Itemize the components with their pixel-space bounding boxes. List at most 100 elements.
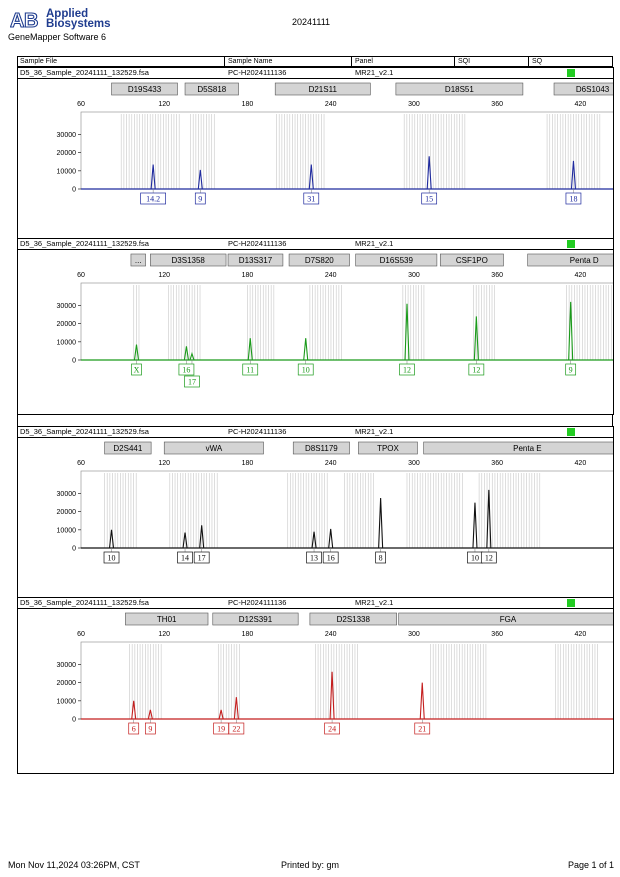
marker-bar bbox=[111, 82, 178, 96]
sample-name: PC-H2024111136 bbox=[228, 598, 287, 607]
sizing-quality-indicator bbox=[567, 428, 575, 436]
y-tick-label: 0 bbox=[72, 717, 76, 724]
peak-call-label: 6 bbox=[132, 725, 136, 734]
marker-bar bbox=[439, 253, 504, 267]
peak-call-label: 12 bbox=[472, 366, 480, 375]
peak-call-box bbox=[131, 363, 142, 376]
marker-bar bbox=[125, 612, 209, 626]
peak-call-label: X bbox=[134, 366, 140, 375]
col-sample-name: Sample Name bbox=[228, 58, 273, 65]
peak-call-label: 12 bbox=[485, 554, 493, 563]
x-tick-label: 240 bbox=[325, 631, 337, 638]
x-tick-label: 360 bbox=[491, 460, 503, 467]
marker-label: D3S1358 bbox=[172, 256, 206, 265]
x-tick-label: 300 bbox=[408, 460, 420, 467]
peak-call-box bbox=[194, 192, 206, 205]
printed-by: Printed by: gm bbox=[281, 860, 340, 870]
x-tick-label: 60 bbox=[77, 272, 85, 279]
column-header-row: Sample File Sample Name Panel SQI SQ bbox=[17, 56, 613, 67]
y-tick-label: 30000 bbox=[57, 491, 77, 498]
y-tick-label: 20000 bbox=[57, 680, 77, 687]
sample-file: D5_36_Sample_20241111_132529.fsa bbox=[20, 68, 149, 77]
sample-info-row: D5_36_Sample_20241111_132529.fsa PC-H2024… bbox=[18, 239, 613, 250]
marker-label: CSF1PO bbox=[456, 256, 488, 265]
marker-label: D19S433 bbox=[128, 85, 162, 94]
sample-name: PC-H2024111136 bbox=[228, 68, 287, 77]
svg-text:A: A bbox=[10, 10, 24, 31]
x-tick-label: 300 bbox=[408, 101, 420, 108]
marker-bar bbox=[309, 612, 397, 626]
peak-call-label: 18 bbox=[569, 195, 577, 204]
y-tick-label: 0 bbox=[72, 546, 76, 553]
peak-call-label: 24 bbox=[328, 725, 336, 734]
peak-call-box bbox=[184, 375, 200, 388]
sizing-quality-indicator bbox=[567, 69, 575, 77]
peak-call-box bbox=[468, 363, 485, 376]
peak-call-box bbox=[193, 551, 210, 564]
peak-call-label: 13 bbox=[310, 554, 318, 563]
sample-file: D5_36_Sample_20241111_132529.fsa bbox=[20, 598, 149, 607]
peak-call-label: 15 bbox=[425, 195, 433, 204]
ab-logo-icon: A B bbox=[10, 9, 39, 31]
x-tick-label: 300 bbox=[408, 272, 420, 279]
x-tick-label: 120 bbox=[158, 101, 170, 108]
x-tick-label: 60 bbox=[77, 460, 85, 467]
software-name: GeneMapper Software 6 bbox=[8, 32, 107, 42]
marker-label: D7S820 bbox=[305, 256, 334, 265]
sample-info-row: D5_36_Sample_20241111_132529.fsa PC-H2024… bbox=[18, 68, 613, 79]
peak-call-label: 31 bbox=[307, 195, 315, 204]
electropherogram-chart: ... D3S1358 D13S317 D7S820 D16S539 CSF1PO Pent… bbox=[57, 253, 613, 388]
marker-bar bbox=[553, 82, 613, 96]
peak-call-box bbox=[177, 551, 193, 564]
x-tick-label: 60 bbox=[77, 101, 85, 108]
y-tick-label: 10000 bbox=[57, 698, 77, 705]
marker-label: D8S1179 bbox=[305, 444, 338, 453]
marker-bar bbox=[163, 441, 264, 455]
peak-call-box bbox=[306, 551, 322, 564]
brand-line1: Applied bbox=[46, 8, 89, 20]
marker-bar bbox=[355, 253, 438, 267]
peak-call-box bbox=[480, 551, 497, 564]
marker-label: D12S391 bbox=[239, 615, 273, 624]
marker-label: Penta E bbox=[513, 444, 541, 453]
marker-label: D21S11 bbox=[309, 85, 338, 94]
y-tick-label: 0 bbox=[72, 358, 76, 365]
marker-label: D13S317 bbox=[239, 256, 273, 265]
x-tick-label: 180 bbox=[242, 272, 254, 279]
dye-panel-blue: D5_36_Sample_20241111_132529.fsa PC-H2024… bbox=[17, 67, 614, 244]
peak-call-box bbox=[322, 551, 339, 564]
sample-info-row: D5_36_Sample_20241111_132529.fsa PC-H2024… bbox=[18, 427, 613, 438]
panel: MR21_v2.1 bbox=[355, 427, 394, 436]
x-tick-label: 300 bbox=[408, 631, 420, 638]
marker-label: FGA bbox=[500, 615, 517, 624]
marker-label: D2S1338 bbox=[337, 615, 371, 624]
plot-frame bbox=[80, 282, 613, 361]
marker-label: ... bbox=[135, 256, 142, 265]
marker-label: D18S51 bbox=[445, 85, 474, 94]
peak-call-label: 12 bbox=[403, 366, 411, 375]
marker-label: Penta D bbox=[570, 256, 599, 265]
marker-bar bbox=[130, 253, 146, 267]
y-tick-label: 20000 bbox=[57, 509, 77, 516]
x-tick-label: 420 bbox=[575, 101, 587, 108]
svg-text:B: B bbox=[24, 10, 38, 31]
x-tick-label: 240 bbox=[325, 460, 337, 467]
x-tick-label: 420 bbox=[575, 460, 587, 467]
x-tick-label: 120 bbox=[158, 631, 170, 638]
marker-bar bbox=[358, 441, 418, 455]
report-date: 20241111 bbox=[292, 17, 331, 27]
x-tick-label: 420 bbox=[575, 272, 587, 279]
signal-trace bbox=[81, 156, 613, 190]
peak-call-box bbox=[324, 722, 340, 735]
y-tick-label: 10000 bbox=[57, 527, 77, 534]
peak-call-label: 22 bbox=[232, 725, 240, 734]
y-tick-label: 30000 bbox=[57, 662, 77, 669]
sample-name: PC-H2024111136 bbox=[228, 239, 287, 248]
peak-call-box bbox=[128, 722, 140, 735]
x-tick-label: 180 bbox=[242, 101, 254, 108]
marker-label: vWA bbox=[206, 444, 223, 453]
peak-call-box bbox=[103, 551, 120, 564]
x-tick-label: 420 bbox=[575, 631, 587, 638]
brand-line2: Biosystems bbox=[46, 18, 111, 30]
